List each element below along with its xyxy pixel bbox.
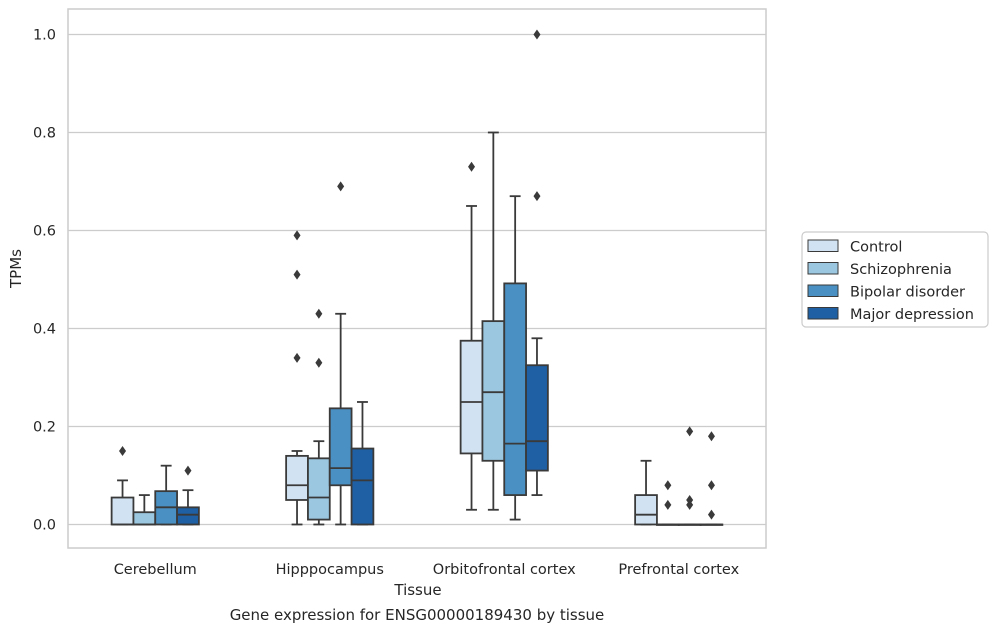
outlier-point xyxy=(707,431,715,442)
outlier-point xyxy=(184,465,192,476)
iqr-box xyxy=(285,454,309,501)
legend-swatch xyxy=(807,284,839,297)
iqr-box xyxy=(459,339,484,455)
box-0-2 xyxy=(154,464,178,526)
y-tick-label: 1.0 xyxy=(33,27,56,43)
iqr-box xyxy=(634,494,658,526)
iqr-box xyxy=(307,457,331,521)
iqr-box xyxy=(328,407,353,487)
outlier-point xyxy=(664,499,672,510)
box-1-2 xyxy=(328,181,353,526)
box-3-0 xyxy=(634,459,658,526)
y-tick-label: 0.6 xyxy=(33,223,56,239)
y-tick-label: 0.2 xyxy=(33,419,56,435)
box-1-3 xyxy=(350,401,375,526)
outlier-point xyxy=(315,357,323,368)
legend-swatch xyxy=(807,239,839,252)
box-2-2 xyxy=(503,195,527,521)
y-tick-label: 0.0 xyxy=(33,517,56,533)
x-tick-label: Cerebellum xyxy=(114,562,197,578)
box-1-1 xyxy=(307,308,331,526)
outlier-point xyxy=(468,161,476,172)
outlier-point xyxy=(293,269,301,280)
iqr-box xyxy=(350,447,375,526)
figure-caption: Gene expression for ENSG00000189430 by t… xyxy=(229,606,605,624)
legend-label: Major depression xyxy=(850,307,974,323)
box-3-3 xyxy=(699,431,724,526)
legend-label: Bipolar disorder xyxy=(850,285,965,301)
outlier-point xyxy=(686,426,694,437)
legend-label: Schizophrenia xyxy=(850,262,952,278)
iqr-box xyxy=(132,511,157,526)
iqr-box xyxy=(481,320,506,462)
x-tick-label: Hipppocampus xyxy=(276,562,384,578)
outlier-point xyxy=(315,308,323,319)
x-axis-label: Tissue xyxy=(393,581,441,599)
box-2-1 xyxy=(481,131,506,511)
plot-frame xyxy=(67,8,767,549)
outlier-point xyxy=(686,494,694,505)
outlier-point xyxy=(533,29,541,40)
iqr-box xyxy=(110,496,135,526)
legend: Control Schizophrenia Bipolar disorder Majo… xyxy=(801,231,989,328)
iqr-box xyxy=(503,282,527,496)
y-tick-label: 0.8 xyxy=(33,125,56,141)
outlier-point xyxy=(293,352,301,363)
iqr-box xyxy=(525,364,549,472)
y-axis-label: TPMs xyxy=(7,249,25,289)
outlier-point xyxy=(337,181,345,192)
x-tick-label: Orbitofrontal cortex xyxy=(433,562,576,578)
legend-label: Control xyxy=(850,240,902,256)
legend-swatch xyxy=(807,307,839,320)
y-tick-label: 0.4 xyxy=(33,321,56,337)
box-1-0 xyxy=(285,230,309,526)
outlier-point xyxy=(119,445,127,456)
box-0-3 xyxy=(176,465,200,526)
box-0-1 xyxy=(132,494,157,526)
box-0-0 xyxy=(110,445,135,526)
box-3-2 xyxy=(677,426,702,526)
legend-frame xyxy=(801,231,989,328)
outlier-point xyxy=(293,230,301,241)
box-2-0 xyxy=(459,161,484,511)
legend-swatch xyxy=(807,262,839,275)
box-2-3 xyxy=(525,29,549,496)
outlier-point xyxy=(664,480,672,491)
iqr-box xyxy=(176,506,200,526)
outlier-point xyxy=(707,509,715,520)
x-tick-label: Prefrontal cortex xyxy=(618,562,739,578)
box-3-1 xyxy=(656,480,680,526)
outlier-point xyxy=(533,191,541,202)
outlier-point xyxy=(707,480,715,491)
